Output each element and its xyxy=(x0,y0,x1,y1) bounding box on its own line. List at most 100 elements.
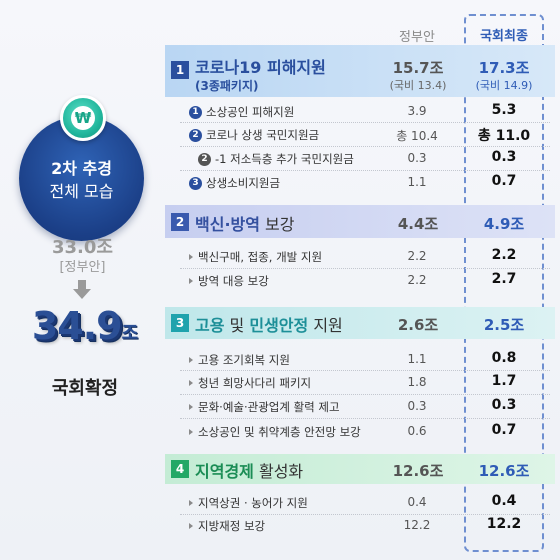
section-4-title-bold: 지역경제 xyxy=(195,462,254,481)
row-text: 상생소비지원금 xyxy=(206,176,281,190)
section-4-title-rest: 활성화 xyxy=(253,462,304,481)
section-2-number: 2 xyxy=(171,213,189,231)
section-1-gov-sub: (국비 13.4) xyxy=(389,79,447,92)
bullet-triangle-icon xyxy=(189,429,193,435)
section-2-row-2-label: 방역 대응 보강 xyxy=(189,273,269,289)
badge: 2 xyxy=(189,128,202,142)
bullet-triangle-icon xyxy=(189,254,193,260)
section-4-row-1-label: 지역상권 · 농어가 지원 xyxy=(189,495,308,511)
bullet-triangle-icon xyxy=(189,380,193,386)
final-total: 34.9조 xyxy=(10,304,160,348)
badge: 2 xyxy=(198,152,211,166)
section-2-title: 백신·방역 보강 xyxy=(195,211,295,235)
row-text: 지방재정 보강 xyxy=(198,519,266,533)
section-1-final-sub: (국비 14.9) xyxy=(475,79,533,92)
section-4-gov: 12.6조 xyxy=(392,462,444,480)
row-divider xyxy=(180,122,550,123)
row-text: 백신구매, 접종, 개발 지원 xyxy=(198,250,323,264)
row-text: 지역상권 · 농어가 지원 xyxy=(198,496,308,510)
section-2-title-rest: 보강 xyxy=(259,215,295,234)
summary-title-line2: 전체 모습 xyxy=(49,182,114,201)
section-3-row-4-final: 0.7 xyxy=(491,422,517,438)
section-1-row-4-final: 0.7 xyxy=(491,173,517,189)
gov-total: 33.0조 xyxy=(52,237,113,258)
section-3-title-bold2: 민생안정 xyxy=(249,316,309,335)
section-3-row-3-gov: 0.3 xyxy=(407,399,427,413)
section-4-row-1-gov: 0.4 xyxy=(407,495,427,509)
row-text: 고용 조기회복 지원 xyxy=(198,353,290,367)
section-4-bar xyxy=(165,454,555,484)
row-text: -1 저소득층 추가 국민지원금 xyxy=(215,152,354,166)
section-1-gov: 15.7조 xyxy=(392,59,444,77)
row-text: 방역 대응 보강 xyxy=(198,274,269,288)
row-text: 청년 희망사다리 패키지 xyxy=(198,376,312,390)
section-1-number: 1 xyxy=(171,61,189,79)
section-2-final: 4.9조 xyxy=(483,215,525,233)
section-4-number: 4 xyxy=(171,460,189,478)
section-3-final: 2.5조 xyxy=(483,316,525,334)
down-arrow-icon xyxy=(73,280,91,299)
summary-title-line1: 2차 추경 xyxy=(51,159,112,178)
row-text: 소상공인 및 취약계층 안전망 보강 xyxy=(198,425,361,439)
section-2-gov: 4.4조 xyxy=(397,215,439,233)
bullet-triangle-icon xyxy=(189,500,193,506)
section-1-row-3-final: 0.3 xyxy=(491,149,517,165)
header-gov: 정부안 xyxy=(399,30,435,45)
row-text: 코로나 상생 국민지원금 xyxy=(206,128,320,142)
section-4-row-2-final: 12.2 xyxy=(486,516,522,532)
row-divider xyxy=(180,418,550,419)
bullet-triangle-icon xyxy=(189,523,193,529)
section-3-row-3-label: 문화·예술·관광업계 활력 제고 xyxy=(189,399,340,415)
section-2-row-1-final: 2.2 xyxy=(491,247,517,263)
section-3-title-bold1: 고용 xyxy=(195,316,225,335)
section-1-final: 17.3조 xyxy=(478,59,530,77)
section-3-title-mid: 및 xyxy=(224,316,250,335)
badge: 1 xyxy=(189,105,202,119)
section-2-row-2-gov: 2.2 xyxy=(407,273,427,287)
section-1-row-1-gov: 3.9 xyxy=(407,104,427,118)
row-divider xyxy=(180,514,550,515)
section-1-row-3-gov: 0.3 xyxy=(407,151,427,165)
final-total-label: 국회확정 xyxy=(51,378,119,399)
section-3-row-2-label: 청년 희망사다리 패키지 xyxy=(189,375,311,391)
section-4-row-1-final: 0.4 xyxy=(491,493,517,509)
section-4-row-2-gov: 12.2 xyxy=(403,518,431,532)
section-2-bar xyxy=(165,205,555,238)
section-3-row-4-label: 소상공인 및 취약계층 안전망 보강 xyxy=(189,424,361,440)
bullet-triangle-icon xyxy=(189,404,193,410)
final-total-unit: 조 xyxy=(121,323,139,344)
section-1-row-4-gov: 1.1 xyxy=(407,175,427,189)
row-divider xyxy=(180,394,550,395)
badge: 3 xyxy=(189,176,202,190)
section-2-row-1-label: 백신구매, 접종, 개발 지원 xyxy=(189,249,322,265)
section-1-title-text: 코로나19 피해지원 xyxy=(195,58,326,77)
section-3-row-1-final: 0.8 xyxy=(491,350,517,366)
row-divider xyxy=(180,268,550,269)
section-3-row-1-gov: 1.1 xyxy=(407,352,427,366)
final-total-number: 34.9 xyxy=(31,304,123,348)
section-3-row-2-gov: 1.8 xyxy=(407,375,427,389)
section-3-row-3-final: 0.3 xyxy=(491,397,517,413)
section-1-row-3-label: 2 -1 저소득층 추가 국민지원금 xyxy=(198,151,354,167)
section-2-row-1-gov: 2.2 xyxy=(407,249,427,263)
won-symbol: ₩ xyxy=(71,106,95,130)
section-1-row-2-label: 2 코로나 상생 국민지원금 xyxy=(189,127,319,143)
section-3-title: 고용 및 민생안정 지원 xyxy=(195,312,343,336)
section-3-gov: 2.6조 xyxy=(397,316,439,334)
row-divider xyxy=(180,170,550,171)
section-1-bar xyxy=(165,45,555,97)
section-1-row-2-gov: 총 10.4 xyxy=(396,129,438,143)
bullet-triangle-icon xyxy=(189,278,193,284)
section-3-row-1-label: 고용 조기회복 지원 xyxy=(189,352,290,368)
final-column-frame xyxy=(464,14,544,552)
row-divider xyxy=(180,370,550,371)
section-3-title-rest: 지원 xyxy=(308,316,343,335)
section-2-title-bold: 백신·방역 xyxy=(195,215,260,234)
section-2-row-2-final: 2.7 xyxy=(491,271,517,287)
row-text: 소상공인 피해지원 xyxy=(206,105,295,119)
row-divider xyxy=(180,146,550,147)
section-3-row-4-gov: 0.6 xyxy=(407,424,427,438)
section-1-row-1-label: 1 소상공인 피해지원 xyxy=(189,104,294,120)
section-4-row-2-label: 지방재정 보강 xyxy=(189,518,265,534)
section-1-row-4-label: 3 상생소비지원금 xyxy=(189,175,280,191)
